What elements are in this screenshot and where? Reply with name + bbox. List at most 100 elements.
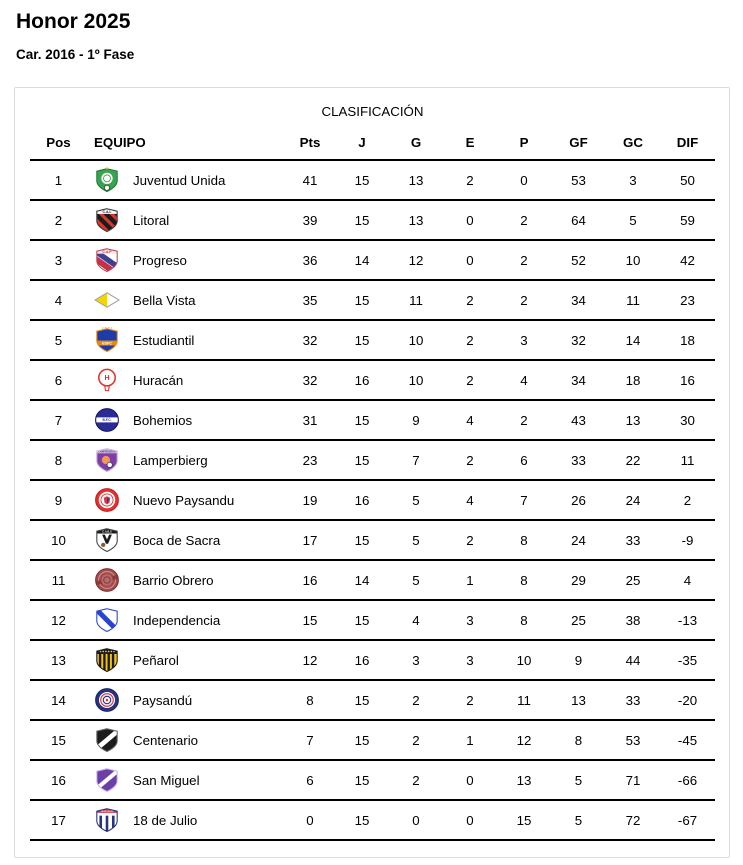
dif-cell: 42 [660, 240, 715, 282]
pos-cell: 12 [30, 600, 87, 642]
p-cell: 0 [497, 160, 551, 202]
e-cell: 2 [443, 680, 497, 722]
pos-cell: 6 [30, 360, 87, 402]
table-row[interactable]: 12 Independencia 15 15 4 3 8 25 38 -13 [30, 600, 715, 642]
table-row[interactable]: 2 C.A.L Litoral 39 15 13 0 2 64 5 59 [30, 200, 715, 242]
standings-body: 1 Juventud Unida 41 15 13 2 0 53 3 50 2 C.A.L Litora… [30, 160, 715, 842]
table-row[interactable]: 5 ESFC Estudiantil 32 15 10 2 3 32 14 18 [30, 320, 715, 362]
j-cell: 15 [335, 160, 389, 202]
table-row[interactable]: 3 C.A.P Progreso 36 14 12 0 2 52 10 42 [30, 240, 715, 282]
gc-cell: 53 [606, 720, 660, 762]
team-cell: Bella Vista [87, 280, 285, 322]
progreso-badge: C.A.P [94, 247, 120, 273]
pts-cell: 35 [285, 280, 335, 322]
g-cell: 9 [389, 400, 443, 442]
column-header-g: G [389, 129, 443, 162]
team-cell: ESFC Estudiantil [87, 320, 285, 362]
paysandu-badge [94, 687, 120, 713]
team-cell: B.F.C. Bohemios [87, 400, 285, 442]
table-row[interactable]: 17 18 DE JULIO 18 de Julio 0 15 0 0 15 5 72 -67 [30, 800, 715, 842]
table-row[interactable]: 4 Bella Vista 35 15 11 2 2 34 11 23 [30, 280, 715, 322]
e-cell: 3 [443, 600, 497, 642]
dif-cell: 50 [660, 160, 715, 202]
pos-cell: 7 [30, 400, 87, 442]
p-cell: 11 [497, 680, 551, 722]
independencia-badge [94, 607, 120, 633]
table-row[interactable]: 1 Juventud Unida 41 15 13 2 0 53 3 50 [30, 160, 715, 202]
p-cell: 4 [497, 360, 551, 402]
j-cell: 15 [335, 600, 389, 642]
team-cell: 18 DE JULIO 18 de Julio [87, 800, 285, 842]
j-cell: 15 [335, 680, 389, 722]
table-row[interactable]: 8 LAMPERBIERG Lamperbierg 23 15 7 2 6 33 22 11 [30, 440, 715, 482]
pos-cell: 13 [30, 640, 87, 682]
dif-cell: 23 [660, 280, 715, 322]
e-cell: 0 [443, 800, 497, 842]
p-cell: 2 [497, 400, 551, 442]
p-cell: 8 [497, 560, 551, 602]
team-cell: LAMPERBIERG Lamperbierg [87, 440, 285, 482]
p-cell: 2 [497, 240, 551, 282]
gf-cell: 26 [551, 480, 606, 522]
san-miguel-badge [94, 767, 120, 793]
gf-cell: 5 [551, 800, 606, 842]
gc-cell: 14 [606, 320, 660, 362]
j-cell: 15 [335, 720, 389, 762]
bella-vista-badge [94, 287, 120, 313]
column-header-dif: DIF [660, 129, 715, 162]
page-subtitle: Car. 2016 - 1º Fase [16, 47, 135, 63]
svg-text:H: H [104, 375, 109, 382]
g-cell: 5 [389, 480, 443, 522]
table-row[interactable]: 11 Barrio Obrero 16 14 5 1 8 29 25 4 [30, 560, 715, 602]
gc-cell: 25 [606, 560, 660, 602]
gc-cell: 3 [606, 160, 660, 202]
j-cell: 14 [335, 240, 389, 282]
18-de-julio-badge: 18 DE JULIO [94, 807, 120, 833]
nuevo-paysandu-badge [94, 487, 120, 513]
p-cell: 8 [497, 520, 551, 562]
gf-cell: 32 [551, 320, 606, 362]
svg-text:C.A.L: C.A.L [102, 210, 111, 214]
page-title: Honor 2025 [16, 10, 131, 33]
dif-cell: -9 [660, 520, 715, 562]
j-cell: 16 [335, 360, 389, 402]
p-cell: 2 [497, 200, 551, 242]
table-row[interactable]: 14 Paysandú 8 15 2 2 11 13 33 -20 [30, 680, 715, 722]
team-name: Bella Vista [133, 292, 196, 308]
table-row[interactable]: 10 C.A.B.S Boca de Sacra 17 15 5 2 8 24 33 -9 [30, 520, 715, 562]
table-row[interactable]: 15 Centenario 7 15 2 1 12 8 53 -45 [30, 720, 715, 762]
j-cell: 15 [335, 400, 389, 442]
table-row[interactable]: 13 Peñarol 12 16 3 3 10 9 44 -35 [30, 640, 715, 682]
gc-cell: 33 [606, 520, 660, 562]
team-cell: Centenario [87, 720, 285, 762]
pts-cell: 36 [285, 240, 335, 282]
g-cell: 5 [389, 560, 443, 602]
pts-cell: 16 [285, 560, 335, 602]
litoral-badge: C.A.L [94, 207, 120, 233]
pos-cell: 17 [30, 800, 87, 842]
pts-cell: 6 [285, 760, 335, 802]
gc-cell: 18 [606, 360, 660, 402]
team-cell: Independencia [87, 600, 285, 642]
table-row[interactable]: 16 San Miguel 6 15 2 0 13 5 71 -66 [30, 760, 715, 802]
e-cell: 4 [443, 400, 497, 442]
juventud-unida-badge [94, 167, 120, 193]
g-cell: 10 [389, 360, 443, 402]
table-row[interactable]: 9 Nuevo Paysandu 19 16 5 4 7 26 24 2 [30, 480, 715, 522]
team-cell: C.A.P Progreso [87, 240, 285, 282]
team-cell: Paysandú [87, 680, 285, 722]
table-row[interactable]: 7 B.F.C. Bohemios 31 15 9 4 2 43 13 30 [30, 400, 715, 442]
column-header-pts: Pts [285, 129, 335, 162]
pts-cell: 8 [285, 680, 335, 722]
pts-cell: 23 [285, 440, 335, 482]
team-name: Barrio Obrero [133, 572, 214, 588]
dif-cell: 16 [660, 360, 715, 402]
svg-text:C.A.B.S: C.A.B.S [102, 530, 112, 534]
gc-cell: 5 [606, 200, 660, 242]
p-cell: 12 [497, 720, 551, 762]
pos-cell: 9 [30, 480, 87, 522]
gc-cell: 13 [606, 400, 660, 442]
pts-cell: 32 [285, 320, 335, 362]
table-row[interactable]: 6 H Huracán 32 16 10 2 4 34 18 16 [30, 360, 715, 402]
column-header-e: E [443, 129, 497, 162]
